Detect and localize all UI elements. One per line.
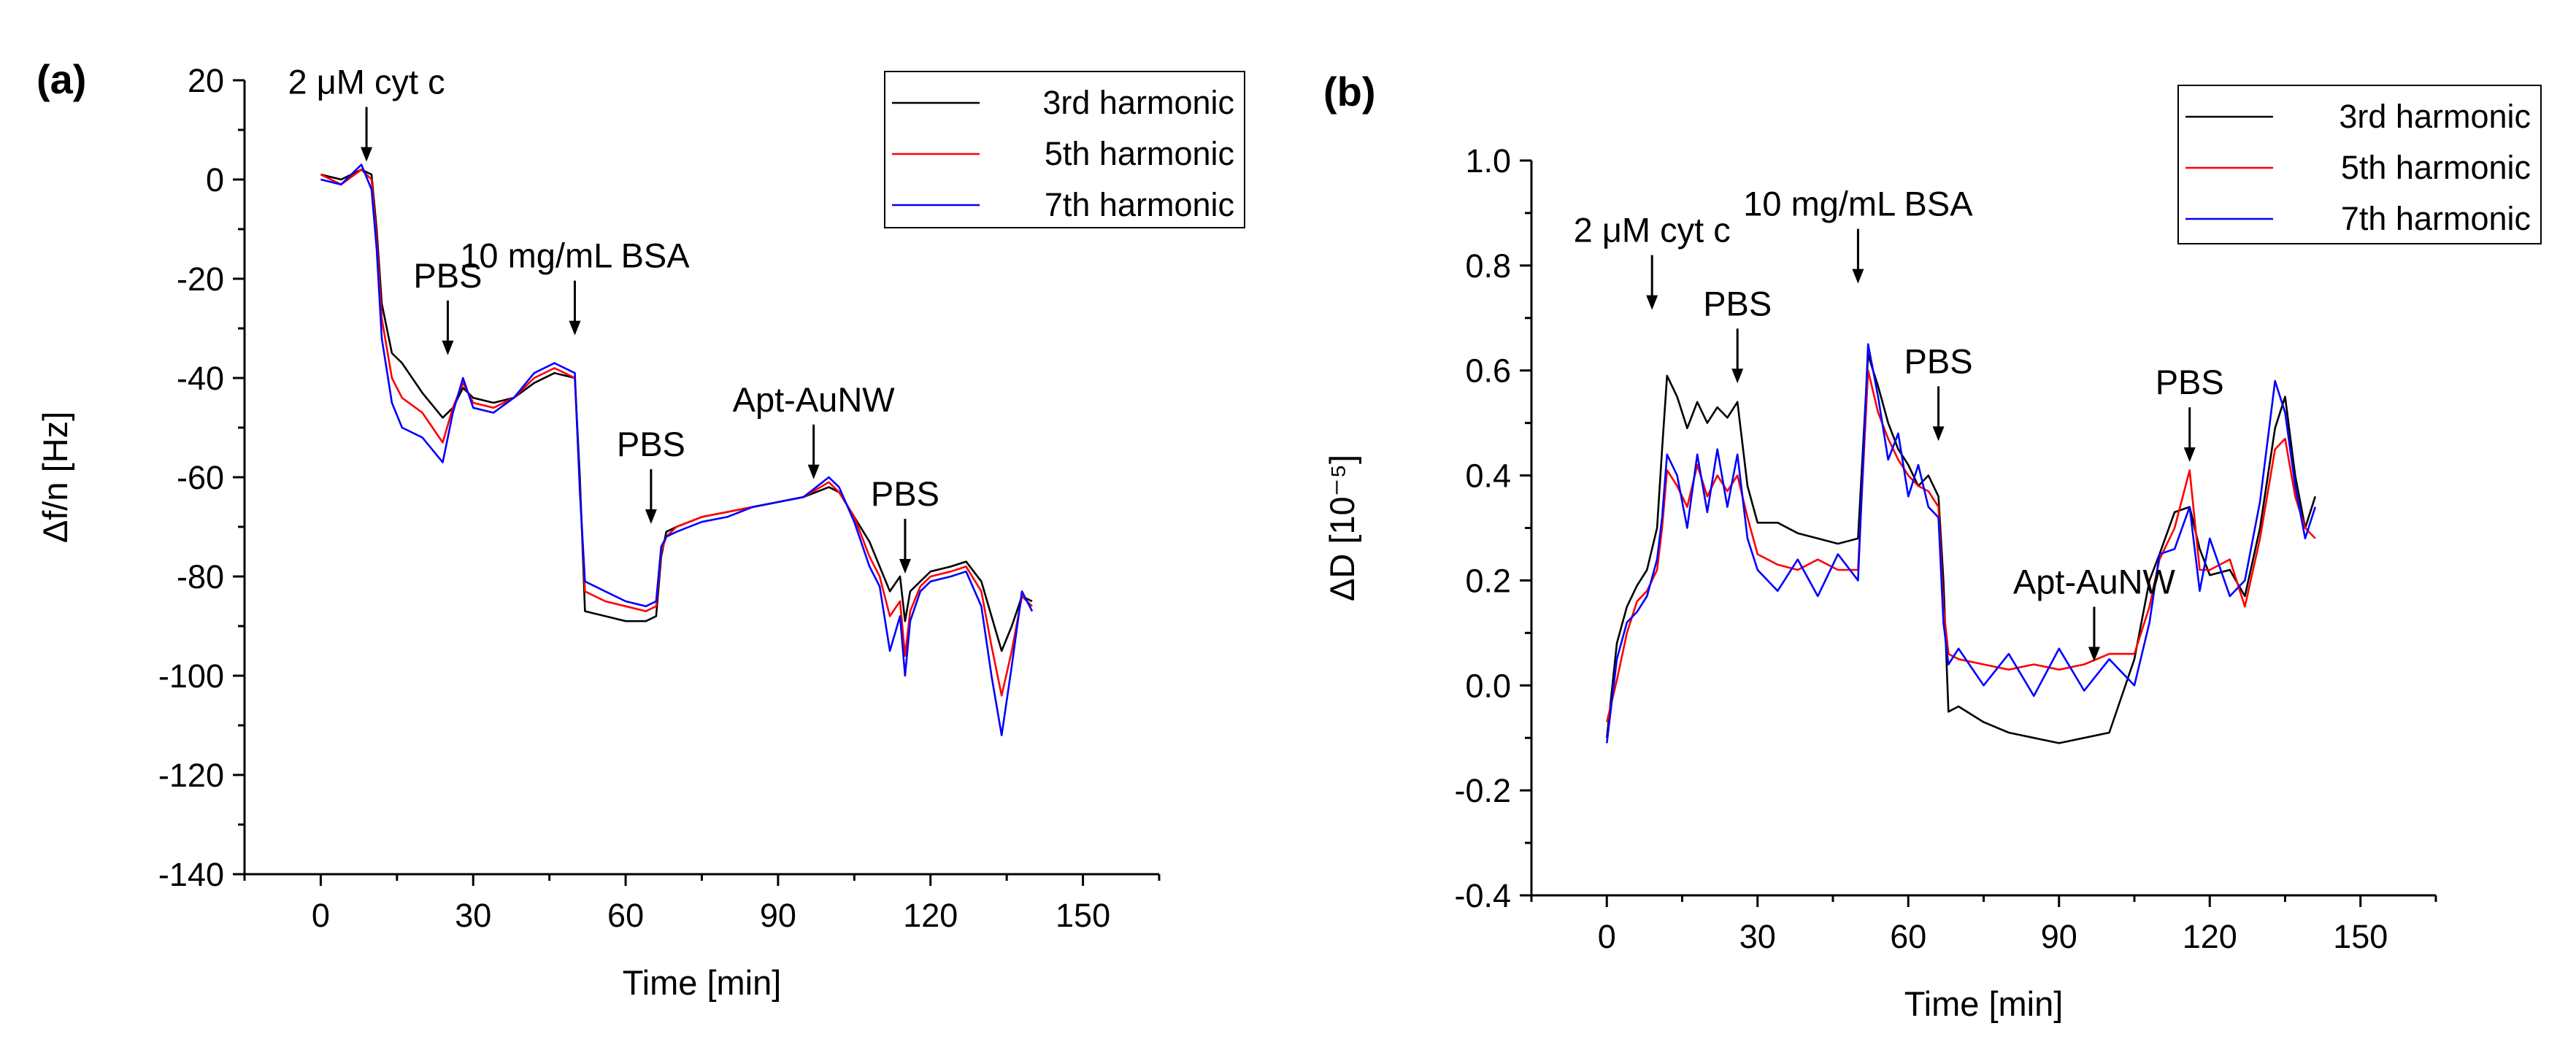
annotation-label: PBS — [2156, 363, 2224, 401]
x-tick-label: 60 — [1890, 918, 1926, 955]
legend-box — [884, 71, 1245, 228]
x-tick-label: 0 — [312, 897, 330, 934]
legend-entry-label: 3rd harmonic — [1042, 84, 1234, 121]
annotation-label: Apt-AuNW — [2013, 563, 2176, 601]
x-tick-label: 90 — [760, 897, 796, 934]
y-tick-label: -0.4 — [1454, 877, 1511, 914]
x-tick-label: 90 — [2041, 918, 2077, 955]
y-tick-label: 0.8 — [1465, 247, 1511, 285]
annotation-label: PBS — [617, 425, 685, 463]
x-tick-label: 60 — [607, 897, 644, 934]
x-axis-title: Time [min] — [1904, 984, 2064, 1023]
y-tick-label: 0.6 — [1465, 352, 1511, 390]
panel-b-chart: (b) 0 30 60 90 120 150 1.0 0.8 0.6 0.4 0.2 0.0 -0.2 -0… — [1323, 69, 2542, 1023]
annotation-arrow-head — [2183, 447, 2196, 463]
legend-entry-label: 7th harmonic — [1045, 186, 1234, 223]
y-axis-title: Δf/n [Hz] — [36, 412, 74, 543]
y-tick-label: -0.2 — [1454, 772, 1511, 809]
legend-entry-label: 3rd harmonic — [2339, 98, 2531, 135]
legend-entry-label: 5th harmonic — [1045, 135, 1234, 172]
x-tick-label: 150 — [2333, 918, 2388, 955]
y-tick-label: -20 — [177, 261, 224, 298]
y-tick-label: 20 — [188, 62, 224, 99]
annotation-label: PBS — [871, 474, 939, 513]
y-tick-label: -120 — [158, 757, 224, 794]
legend-box — [2177, 85, 2542, 244]
annotation-arrow-head — [1932, 426, 1945, 441]
annotation-arrow-head — [1731, 369, 1744, 384]
annotation-arrow-head — [569, 320, 581, 336]
x-axis-title: Time [min] — [623, 963, 782, 1002]
series-line-3 — [1606, 343, 2317, 744]
annotation-arrow-head — [2088, 647, 2100, 662]
annotation-label: 10 mg/mL BSA — [460, 236, 690, 275]
annotation-arrow-head — [807, 464, 820, 479]
y-axis-title: ΔD [10⁻⁵] — [1323, 455, 1361, 601]
legend: 3rd harmonic 5th harmonic 7th harmonic — [2177, 85, 2542, 244]
annotation-label: 10 mg/mL BSA — [1743, 185, 1973, 223]
x-tick-label: 120 — [903, 897, 958, 934]
y-tick-label: -40 — [177, 360, 224, 397]
annotation-arrow-head — [1852, 269, 1864, 284]
y-tick-label: -100 — [158, 657, 224, 695]
series-line-3 — [320, 163, 1034, 736]
annotation-label: Apt-AuNW — [733, 380, 896, 419]
annotation-label: 2 μM cyt c — [288, 63, 445, 101]
y-tick-label: -80 — [177, 558, 224, 595]
annotation-arrow-head — [442, 340, 454, 355]
annotation-arrow-head — [1646, 295, 1658, 310]
annotation-label: PBS — [1703, 284, 1772, 323]
annotation-arrow-head — [645, 509, 657, 524]
legend-entry-label: 7th harmonic — [2341, 200, 2531, 237]
annotation-arrow-head — [899, 559, 911, 574]
annotation-label: PBS — [1904, 342, 1973, 380]
x-tick-label: 30 — [1739, 918, 1776, 955]
annotation-label: 2 μM cyt c — [1574, 211, 1731, 250]
legend: 3rd harmonic 5th harmonic 7th harmonic — [884, 71, 1245, 228]
y-tick-label: 0.4 — [1465, 458, 1511, 495]
panel-label: (b) — [1323, 69, 1376, 115]
y-tick-label: -60 — [177, 459, 224, 496]
series-line-1 — [1606, 353, 2317, 744]
panel-a-chart: (a) 0 30 60 90 120 150 20 0 -20 -40 -60 -80 -100 -120 -… — [36, 56, 1245, 1002]
y-tick-label: 0.0 — [1465, 667, 1511, 704]
y-tick-label: 0 — [206, 161, 224, 198]
annotation-arrow-head — [361, 147, 373, 162]
x-tick-label: 0 — [1598, 918, 1616, 955]
y-tick-label: -140 — [158, 856, 224, 893]
x-tick-label: 30 — [455, 897, 491, 934]
x-tick-label: 150 — [1056, 897, 1110, 934]
y-tick-label: 0.2 — [1465, 562, 1511, 599]
annotation-label: PBS — [413, 256, 482, 295]
x-tick-label: 120 — [2183, 918, 2237, 955]
y-tick-label: 1.0 — [1465, 142, 1511, 180]
panel-label: (a) — [36, 56, 86, 102]
legend-entry-label: 5th harmonic — [2341, 149, 2531, 186]
series-line-1 — [320, 169, 1033, 652]
